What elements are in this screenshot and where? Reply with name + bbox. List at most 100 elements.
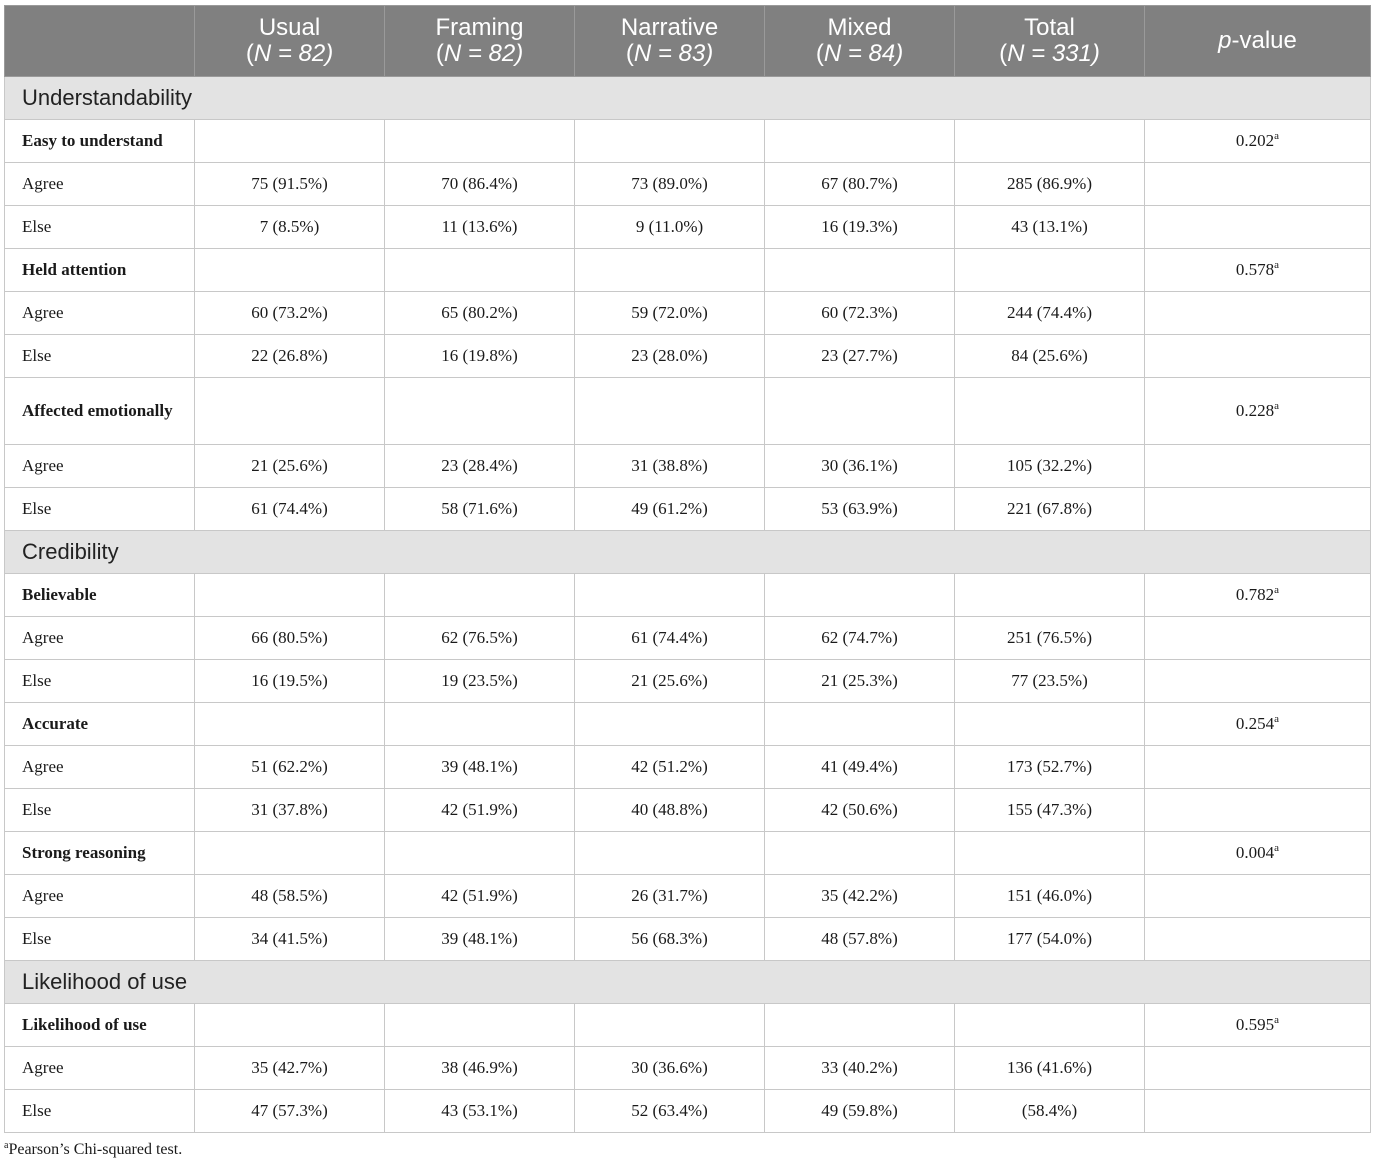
empty-cell — [1144, 874, 1371, 918]
value-cell: 173 (52.7%) — [954, 745, 1145, 789]
value-cell: 42 (51.2%) — [574, 745, 765, 789]
response-label: Agree — [4, 874, 195, 918]
header-n-prefix: ( — [625, 40, 634, 67]
item-label: Held attention — [4, 248, 195, 292]
header-group-name: Mixed — [827, 14, 892, 41]
item-row: Easy to understand 0.202a — [4, 119, 1371, 163]
item-row: Likelihood of use 0.595a — [4, 1003, 1371, 1047]
value-cell: 52 (63.4%) — [574, 1089, 765, 1133]
empty-cell — [1144, 788, 1371, 832]
item-row: Believable 0.782a — [4, 573, 1371, 617]
value-cell: 151 (46.0%) — [954, 874, 1145, 918]
value-cell: 39 (48.1%) — [384, 745, 575, 789]
footnote: aPearson’s Chi-squared test. — [4, 1141, 182, 1159]
p-value-footnote-mark: a — [1274, 584, 1280, 596]
value-cell: 16 (19.8%) — [384, 334, 575, 378]
section-row: Credibility — [4, 530, 1371, 574]
value-cell: 53 (63.9%) — [764, 487, 955, 531]
empty-cell — [384, 702, 575, 746]
value-cell: 73 (89.0%) — [574, 162, 765, 206]
empty-cell — [574, 1003, 765, 1047]
value-cell: 35 (42.2%) — [764, 874, 955, 918]
value-cell: 31 (38.8%) — [574, 444, 765, 488]
value-cell: 39 (48.1%) — [384, 917, 575, 961]
value-cell: 49 (59.8%) — [764, 1089, 955, 1133]
item-row: Held attention 0.578a — [4, 248, 1371, 292]
p-value-footnote-mark: a — [1274, 713, 1280, 725]
header-n-value: N = 82) — [253, 40, 334, 67]
value-cell: 49 (61.2%) — [574, 487, 765, 531]
empty-cell — [954, 573, 1145, 617]
value-cell: 9 (11.0%) — [574, 205, 765, 249]
value-cell: 84 (25.6%) — [954, 334, 1145, 378]
empty-cell — [384, 831, 575, 875]
section-title: Credibility — [4, 530, 1371, 574]
empty-cell — [1144, 659, 1371, 703]
value-cell: 60 (72.3%) — [764, 291, 955, 335]
footnote-mark: a — [4, 1140, 9, 1151]
value-cell: (58.4%) — [954, 1089, 1145, 1133]
empty-cell — [194, 702, 385, 746]
response-row: Agree 66 (80.5%) 62 (76.5%) 61 (74.4%) 62 (7… — [4, 616, 1371, 660]
empty-cell — [764, 248, 955, 292]
empty-cell — [1144, 205, 1371, 249]
empty-cell — [1144, 745, 1371, 789]
header-group-n: (N = 331) — [955, 41, 1144, 67]
empty-cell — [764, 702, 955, 746]
item-label: Easy to understand — [4, 119, 195, 163]
empty-cell — [574, 573, 765, 617]
empty-cell — [194, 573, 385, 617]
p-value-footnote-mark: a — [1274, 130, 1280, 142]
p-value-cell: 0.228a — [1144, 377, 1371, 445]
value-cell: 26 (31.7%) — [574, 874, 765, 918]
footnote-text: Pearson’s Chi-squared test. — [8, 1141, 183, 1158]
value-cell: 136 (41.6%) — [954, 1046, 1145, 1090]
value-cell: 42 (50.6%) — [764, 788, 955, 832]
empty-cell — [764, 119, 955, 163]
value-cell: 30 (36.6%) — [574, 1046, 765, 1090]
response-label: Else — [4, 487, 195, 531]
empty-cell — [954, 1003, 1145, 1047]
header-n-prefix: ( — [815, 40, 824, 67]
empty-cell — [574, 831, 765, 875]
value-cell: 66 (80.5%) — [194, 616, 385, 660]
value-cell: 30 (36.1%) — [764, 444, 955, 488]
value-cell: 11 (13.6%) — [384, 205, 575, 249]
value-cell: 62 (74.7%) — [764, 616, 955, 660]
value-cell: 22 (26.8%) — [194, 334, 385, 378]
empty-cell — [1144, 917, 1371, 961]
p-value: 0.004 — [1235, 843, 1275, 862]
section-title: Likelihood of use — [4, 960, 1371, 1004]
header-mixed: Mixed (N = 84) — [764, 5, 955, 77]
response-label: Agree — [4, 291, 195, 335]
p-value-footnote-mark: a — [1274, 1014, 1280, 1026]
empty-cell — [1144, 291, 1371, 335]
response-label: Else — [4, 917, 195, 961]
response-row: Agree 51 (62.2%) 39 (48.1%) 42 (51.2%) 41 (4… — [4, 745, 1371, 789]
header-n-value: N = 83) — [633, 40, 714, 67]
header-group-n: (N = 84) — [765, 41, 954, 67]
value-cell: 65 (80.2%) — [384, 291, 575, 335]
empty-cell — [954, 377, 1145, 445]
p-value-cell: 0.578a — [1144, 248, 1371, 292]
header-framing: Framing (N = 82) — [384, 5, 575, 77]
header-p-value: p-value — [1144, 5, 1371, 77]
value-cell: 38 (46.9%) — [384, 1046, 575, 1090]
results-table-container: Usual (N = 82) Framing (N = 82) Narrative (N … — [4, 5, 1371, 1133]
header-group-n: (N = 82) — [385, 41, 574, 67]
p-value: 0.782 — [1235, 585, 1275, 604]
response-label: Else — [4, 205, 195, 249]
table-body: Understandability Easy to understand 0.202… — [4, 76, 1371, 1133]
value-cell: 244 (74.4%) — [954, 291, 1145, 335]
value-cell: 23 (28.0%) — [574, 334, 765, 378]
value-cell: 285 (86.9%) — [954, 162, 1145, 206]
value-cell: 35 (42.7%) — [194, 1046, 385, 1090]
empty-cell — [194, 377, 385, 445]
response-label: Else — [4, 1089, 195, 1133]
empty-cell — [764, 377, 955, 445]
p-value: 0.202 — [1235, 131, 1275, 150]
response-row: Else 7 (8.5%) 11 (13.6%) 9 (11.0%) 16 (19.3%… — [4, 205, 1371, 249]
value-cell: 21 (25.6%) — [194, 444, 385, 488]
value-cell: 21 (25.6%) — [574, 659, 765, 703]
value-cell: 60 (73.2%) — [194, 291, 385, 335]
